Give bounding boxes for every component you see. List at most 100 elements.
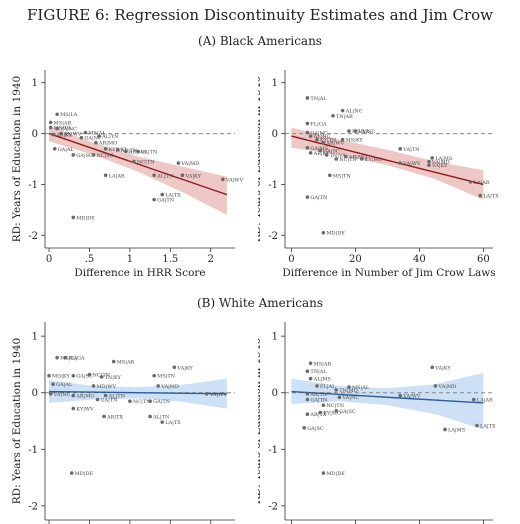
data-point-label: MD|DE <box>75 471 94 477</box>
data-point <box>103 393 108 398</box>
data-point <box>55 126 59 131</box>
data-point-label: MD|DE <box>326 471 345 477</box>
x-tick-label: 0 <box>46 254 52 265</box>
data-point <box>398 393 402 398</box>
y-tick-label: 0 <box>32 129 38 140</box>
data-point-label: MS|AR <box>117 360 135 366</box>
data-point <box>156 384 160 388</box>
x-tick-label: 60 <box>477 254 490 265</box>
y-tick-label: -1 <box>28 180 38 191</box>
y-tick-label: 0 <box>272 129 278 140</box>
y-tick-label: 0 <box>272 388 278 399</box>
y-tick-label: -2 <box>268 501 278 512</box>
y-tick-label: -2 <box>28 231 38 242</box>
data-point <box>478 193 482 198</box>
data-point-label: MS|LA <box>60 112 78 118</box>
data-point-label: GA|TN <box>310 398 328 404</box>
figure-title: FIGURE 6: Regression Discontinuity Estim… <box>0 6 520 24</box>
data-point <box>430 156 434 160</box>
data-point <box>308 134 313 138</box>
data-point-label: VA|MD <box>431 160 450 166</box>
data-point <box>305 369 310 374</box>
figure-title-text: Regression Discontinuity Estimates and J… <box>114 6 493 24</box>
data-point-label: LA|TX <box>165 420 181 426</box>
data-point-label: MO|KY <box>52 374 71 380</box>
data-point <box>176 161 181 165</box>
data-point <box>71 393 76 398</box>
data-point <box>305 146 310 150</box>
data-point-label: GA|TN <box>101 398 119 404</box>
fit-line <box>49 390 227 395</box>
data-point-label: VA|WV <box>209 392 228 398</box>
data-point <box>321 140 326 145</box>
data-point <box>302 425 306 430</box>
data-point <box>305 195 310 199</box>
data-point-label: LA|MS <box>435 156 453 162</box>
data-point <box>334 409 338 413</box>
data-point <box>71 153 76 157</box>
data-point <box>59 131 63 136</box>
data-point-label: AR|TX <box>309 412 326 418</box>
data-point <box>103 147 108 151</box>
data-point <box>472 397 476 402</box>
x-tick-label: 40 <box>413 254 426 265</box>
data-point <box>433 384 438 388</box>
x-axis-label: Difference in Number of Jim Crow Laws <box>282 267 495 279</box>
data-point-label: VA|NC <box>341 395 359 401</box>
data-point <box>172 365 177 370</box>
data-point <box>427 163 431 167</box>
data-point <box>48 120 53 125</box>
data-point <box>103 173 108 178</box>
data-point <box>128 399 132 403</box>
data-point-label: VA|NC <box>357 129 375 135</box>
data-point-label: MS|KY <box>346 138 364 144</box>
data-point <box>305 96 310 100</box>
data-point <box>331 113 335 118</box>
data-point-label: VA|WV <box>225 177 244 183</box>
data-point-label: GA|SC <box>323 148 340 154</box>
data-point <box>305 412 310 417</box>
y-axis-label: RD: Years of Education in 1940 <box>11 76 23 242</box>
data-point-label: GA|SC <box>339 409 356 415</box>
data-point <box>94 140 98 145</box>
x-tick-label: 20 <box>349 254 362 265</box>
fit-line <box>48 132 228 196</box>
data-point <box>315 137 319 142</box>
data-point-label: KY|WV <box>64 132 82 138</box>
y-tick-label: -1 <box>268 445 278 456</box>
data-point <box>328 173 332 178</box>
data-point <box>115 148 120 152</box>
data-point <box>360 157 364 161</box>
y-tick-label: 1 <box>272 78 278 89</box>
data-point-label: AR|KY <box>313 151 331 157</box>
data-point-label: TN|VA <box>330 153 347 159</box>
data-point <box>337 395 342 400</box>
data-point <box>79 135 84 140</box>
data-point <box>152 173 156 178</box>
x-tick-label: 1.5 <box>162 254 178 265</box>
data-point <box>124 149 128 154</box>
data-point-label: VA|TN <box>402 147 420 153</box>
y-tick-label: 1 <box>272 332 278 343</box>
data-point <box>160 420 165 424</box>
data-point <box>87 372 92 377</box>
data-point-label: AL|NC <box>313 134 331 140</box>
data-point-label: AL|TN <box>108 394 126 400</box>
data-point-label: MD|DE <box>76 215 95 221</box>
data-point-label: LA|TX <box>480 424 496 430</box>
y-tick-label: 1 <box>32 332 38 343</box>
data-point <box>334 157 338 161</box>
data-point <box>55 112 59 117</box>
data-point-label: VA|WV <box>402 161 421 167</box>
data-point-label: VA|TN <box>140 149 158 155</box>
data-point <box>443 427 447 432</box>
data-point-label: AR|MO <box>98 141 117 147</box>
data-point-label: LA|AR <box>477 398 493 404</box>
data-point <box>91 384 96 388</box>
data-point-label: TN|AR <box>336 114 353 120</box>
data-point <box>71 406 76 411</box>
data-point-label: KY|MO <box>365 157 383 163</box>
ci-band <box>49 125 227 215</box>
data-point-label: GA|SC <box>76 374 93 380</box>
data-point <box>111 359 116 364</box>
